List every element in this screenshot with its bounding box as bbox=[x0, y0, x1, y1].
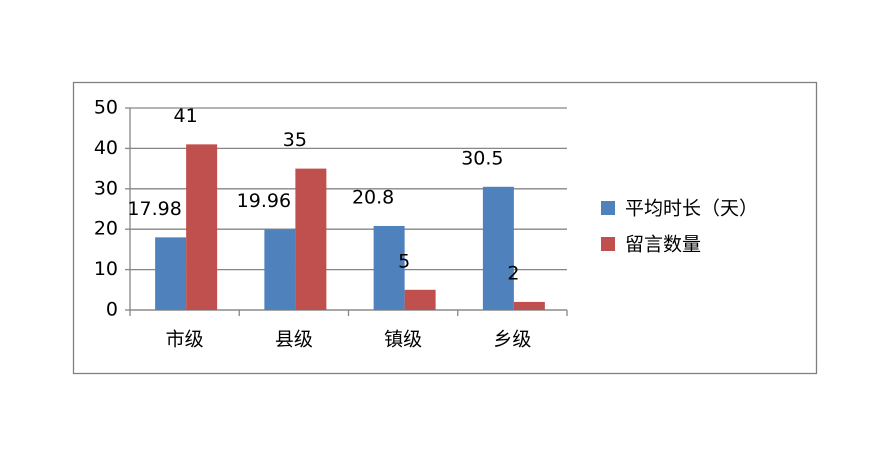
x-tick-label: 县级 bbox=[275, 329, 313, 351]
bar bbox=[295, 168, 327, 310]
data-label: 20.8 bbox=[352, 186, 394, 208]
y-tick-label: 50 bbox=[94, 97, 118, 119]
data-label: 19.96 bbox=[237, 190, 291, 212]
legend-swatch bbox=[601, 201, 615, 215]
legend-label: 平均时长（天） bbox=[625, 198, 758, 220]
data-label: 17.98 bbox=[127, 198, 181, 220]
bar bbox=[373, 225, 405, 310]
y-tick-label: 20 bbox=[94, 218, 118, 240]
legend-label: 留言数量 bbox=[625, 234, 701, 256]
y-tick-label: 40 bbox=[94, 137, 118, 159]
x-tick-label: 乡级 bbox=[493, 329, 531, 351]
bar bbox=[482, 186, 514, 310]
data-label: 2 bbox=[507, 262, 519, 284]
data-label: 35 bbox=[283, 129, 307, 151]
bar bbox=[404, 289, 436, 310]
bar bbox=[264, 229, 296, 310]
legend-swatch bbox=[601, 237, 615, 251]
x-tick-label: 镇级 bbox=[384, 329, 422, 351]
data-label: 5 bbox=[398, 250, 410, 272]
bar bbox=[186, 144, 218, 310]
data-label: 30.5 bbox=[461, 147, 503, 169]
bar bbox=[155, 237, 187, 310]
chart-frame bbox=[72, 81, 818, 375]
bar bbox=[513, 301, 545, 310]
data-label: 41 bbox=[174, 105, 198, 127]
x-tick-label: 市级 bbox=[166, 329, 204, 351]
y-tick-label: 30 bbox=[94, 177, 118, 199]
y-tick-label: 0 bbox=[106, 299, 118, 321]
y-tick-label: 10 bbox=[94, 258, 118, 280]
